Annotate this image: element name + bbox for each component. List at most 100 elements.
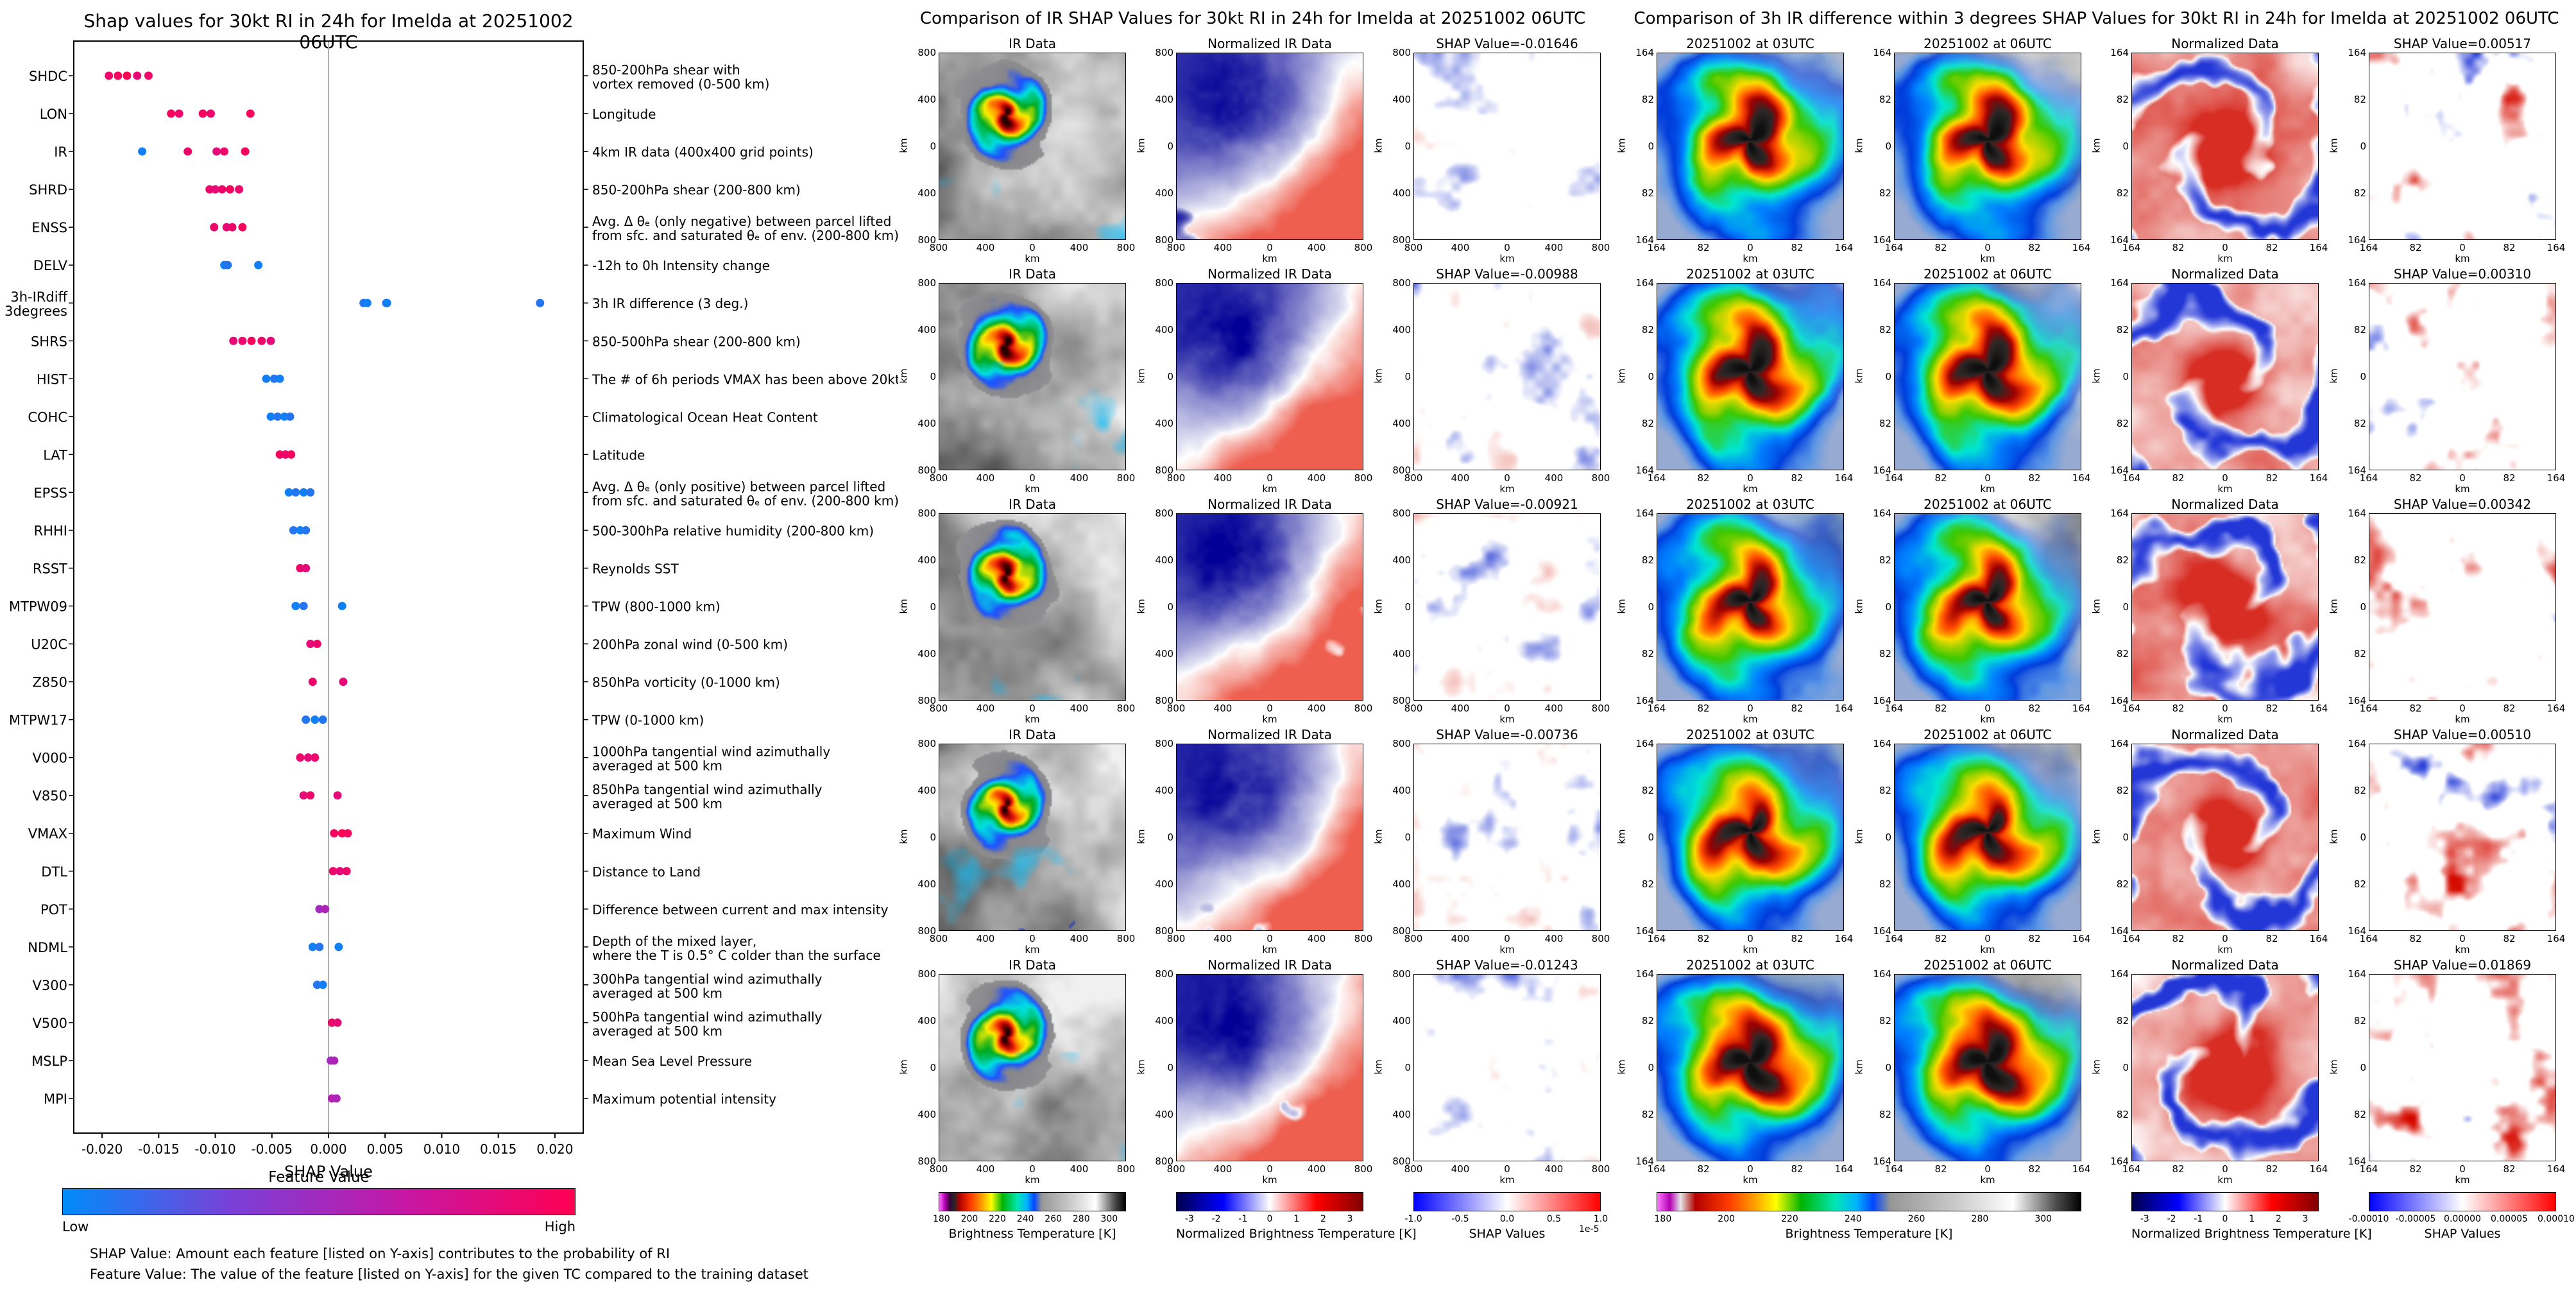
shap-point bbox=[306, 640, 315, 649]
x-tick-label: 82 bbox=[2028, 242, 2041, 253]
shap-point bbox=[299, 602, 308, 611]
feature-name: IR bbox=[54, 144, 67, 160]
subplot-ir3-row4-col2: 20251002 at 06UTC km 164 164 82 82 0 0 82 82 164 16… bbox=[1854, 727, 2092, 955]
y-tick-label: 400 bbox=[1392, 418, 1411, 429]
y-tick-label: 400 bbox=[1155, 94, 1173, 105]
shap-a-image bbox=[1413, 513, 1601, 701]
x-tick-label: 164 bbox=[2309, 472, 2328, 484]
colorbar-tick-label: 220 bbox=[989, 1214, 1006, 1224]
subplot-title: 20251002 at 06UTC bbox=[1923, 497, 2052, 512]
colorbar-label: SHAP Values bbox=[2424, 1227, 2501, 1241]
subplot-title: Normalized Data bbox=[2171, 497, 2279, 512]
shap-point bbox=[246, 109, 255, 118]
x-tick-label: 0 bbox=[1984, 933, 1991, 944]
y-tick-label: 800 bbox=[917, 925, 936, 937]
x-axis-unit-label: km bbox=[1980, 253, 1995, 264]
x-tick-label: 164 bbox=[2309, 703, 2328, 714]
subplot-title: SHAP Value=-0.00921 bbox=[1436, 497, 1578, 512]
x-tick-label: 82 bbox=[2265, 1163, 2278, 1175]
colorbar-tick-label: -2 bbox=[2167, 1214, 2176, 1224]
x-tick-label: 800 bbox=[1166, 933, 1186, 944]
colorbar-tick-label: 180 bbox=[932, 1214, 950, 1224]
x-axis-unit-label: km bbox=[1743, 253, 1758, 264]
y-tick-label: 0 bbox=[2122, 141, 2129, 152]
x-tick-label: 164 bbox=[2122, 242, 2141, 253]
feature-name: MSLP bbox=[31, 1054, 67, 1069]
y-tick-label: 82 bbox=[1879, 648, 1891, 660]
x-tick-label: 0 bbox=[1029, 933, 1036, 944]
feature-name: DELV bbox=[33, 258, 68, 273]
y-tick-label: 400 bbox=[1392, 94, 1411, 105]
shap-point bbox=[363, 298, 371, 307]
shap-point bbox=[225, 185, 234, 194]
colorbar-tick-label: 0 bbox=[1267, 1214, 1273, 1224]
subplot-title: 20251002 at 03UTC bbox=[1686, 36, 1814, 51]
x-tick-label: 800 bbox=[929, 933, 948, 944]
feature-name: MTPW17 bbox=[9, 713, 67, 728]
shap-point bbox=[229, 336, 238, 345]
subplot-title: SHAP Value=-0.01646 bbox=[1436, 36, 1578, 51]
x-tick-label: 0 bbox=[2222, 242, 2228, 253]
shap-point bbox=[311, 753, 320, 762]
subplot-ir3-row3-col2: 20251002 at 06UTC km 164 164 82 82 0 0 82 82 164 16… bbox=[1854, 497, 2092, 725]
x-tick-label: 82 bbox=[2503, 242, 2516, 253]
x-axis-unit-label: km bbox=[1262, 944, 1277, 955]
y-tick-label: 400 bbox=[917, 648, 936, 660]
shap-point bbox=[238, 336, 247, 345]
colorbar-tick-label: 280 bbox=[1072, 1214, 1090, 1224]
y-tick-label: 400 bbox=[1392, 648, 1411, 660]
x-tick-label: 800 bbox=[1354, 242, 1373, 253]
colorbar-gradient bbox=[2131, 1192, 2319, 1211]
feature-name: RSST bbox=[33, 561, 67, 576]
x-tick-label: 0 bbox=[1747, 933, 1753, 944]
x-axis-unit-label: km bbox=[1743, 1174, 1758, 1186]
y-tick-label: 82 bbox=[1879, 418, 1891, 429]
subplot-title: IR Data bbox=[1009, 957, 1056, 973]
subplot-ir-row4-col2: Normalized IR Data km 800 800 400 400 0 0 400 400… bbox=[1136, 727, 1374, 955]
x-tick-label: 800 bbox=[1116, 1163, 1136, 1175]
shap-point bbox=[114, 71, 123, 80]
shap3-image bbox=[2369, 974, 2556, 1161]
shap-point bbox=[299, 791, 308, 800]
y-tick-label: 164 bbox=[2348, 968, 2366, 980]
x-axis-unit-label: km bbox=[1743, 944, 1758, 955]
x-tick-label: -0.010 bbox=[194, 1141, 235, 1157]
colorbar-tick-label: 240 bbox=[1844, 1214, 1862, 1224]
y-tick-label: 164 bbox=[2110, 277, 2129, 289]
y-tick-label: 400 bbox=[917, 878, 936, 890]
x-tick-label: 0 bbox=[1029, 1163, 1036, 1175]
subplot-title: 20251002 at 06UTC bbox=[1923, 36, 2052, 51]
y-tick-label: 82 bbox=[2116, 648, 2129, 660]
x-tick-label: 164 bbox=[2122, 703, 2141, 714]
y-tick-label: 164 bbox=[2110, 465, 2129, 476]
y-tick-label: 82 bbox=[1879, 94, 1891, 105]
x-tick-label: 164 bbox=[2546, 242, 2566, 253]
feature-description: 850-200hPa shear with vortex removed (0-5… bbox=[592, 62, 769, 92]
y-tick-label: 82 bbox=[1879, 1015, 1891, 1027]
colorbar-tick-label: 1 bbox=[1293, 1214, 1300, 1224]
shap-point bbox=[318, 715, 327, 724]
feature-description: Maximum Wind bbox=[592, 826, 692, 842]
subplot-title: Normalized Data bbox=[2171, 957, 2279, 973]
y-tick-label: 164 bbox=[2110, 968, 2129, 980]
feature-description: Longitude bbox=[592, 107, 656, 122]
y-tick-label: 164 bbox=[2110, 925, 2129, 937]
feature-name: U20C bbox=[31, 637, 67, 653]
y-tick-label: 0 bbox=[1167, 371, 1173, 382]
subplot-ir3-row3-col1: 20251002 at 03UTC km 164 164 82 82 0 0 82 82 164 16… bbox=[1616, 497, 1854, 725]
y-tick-label: 164 bbox=[1873, 738, 1891, 749]
ir3-06-image bbox=[1894, 513, 2081, 701]
x-tick-label: 800 bbox=[1166, 472, 1186, 484]
feature-description: 200hPa zonal wind (0-500 km) bbox=[592, 637, 788, 653]
feature-description: 850hPa tangential wind azimuthally averag… bbox=[592, 782, 823, 812]
y-tick-label: 800 bbox=[917, 234, 936, 246]
x-tick-label: 0 bbox=[1267, 1163, 1273, 1175]
y-tick-label: 82 bbox=[1879, 878, 1891, 890]
x-tick-label: 164 bbox=[2359, 1163, 2378, 1175]
y-tick-label: 400 bbox=[917, 187, 936, 199]
x-axis-unit-label: km bbox=[1499, 253, 1515, 264]
shap-point bbox=[210, 223, 219, 232]
shap-beeswarm-chart: -0.020 -0.015 -0.010 -0.005 0.000 0.005 0.010 0… bbox=[4, 40, 898, 1181]
subplot-title: SHAP Value=0.00510 bbox=[2393, 727, 2532, 742]
subplot-ir3-row1-col1: 20251002 at 03UTC km 164 164 82 82 0 0 82 82 164 16… bbox=[1616, 36, 1854, 264]
